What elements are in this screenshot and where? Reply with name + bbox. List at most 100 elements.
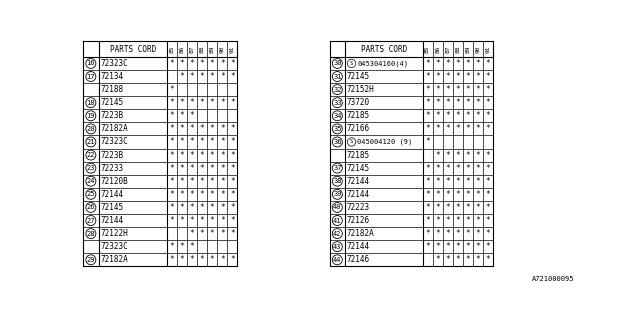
Text: *: *	[230, 98, 235, 107]
Text: *: *	[230, 255, 235, 264]
Text: 72145: 72145	[347, 164, 370, 173]
Text: *: *	[435, 164, 440, 173]
Text: *: *	[200, 216, 204, 225]
Text: 72323C: 72323C	[100, 242, 128, 251]
Text: *: *	[465, 85, 470, 94]
Text: *: *	[465, 72, 470, 81]
Text: 86: 86	[179, 45, 184, 53]
Text: *: *	[170, 177, 174, 186]
Text: *: *	[476, 190, 480, 199]
Text: 32: 32	[333, 87, 342, 92]
Text: *: *	[170, 138, 174, 147]
Text: 90: 90	[220, 45, 225, 53]
Text: *: *	[456, 216, 460, 225]
Text: *: *	[445, 72, 450, 81]
Text: *: *	[465, 255, 470, 264]
Text: *: *	[170, 190, 174, 199]
Text: *: *	[465, 216, 470, 225]
Text: 72323C: 72323C	[100, 59, 128, 68]
Text: *: *	[456, 150, 460, 160]
Text: 72120B: 72120B	[100, 177, 128, 186]
Text: *: *	[210, 59, 214, 68]
Text: *: *	[456, 85, 460, 94]
Text: *: *	[170, 242, 174, 251]
Text: 40: 40	[333, 204, 342, 211]
Text: *: *	[189, 203, 195, 212]
Text: *: *	[435, 150, 440, 160]
Text: *: *	[445, 190, 450, 199]
Text: *: *	[486, 190, 490, 199]
Text: *: *	[425, 216, 430, 225]
Text: *: *	[456, 229, 460, 238]
Text: *: *	[456, 242, 460, 251]
Text: *: *	[210, 255, 214, 264]
Text: *: *	[486, 85, 490, 94]
Text: 72145: 72145	[100, 203, 124, 212]
Text: *: *	[425, 124, 430, 133]
Text: 72188: 72188	[100, 85, 124, 94]
Text: *: *	[170, 150, 174, 160]
Text: 7223B: 7223B	[100, 150, 124, 160]
Text: *: *	[476, 229, 480, 238]
Text: *: *	[230, 203, 235, 212]
Text: *: *	[476, 255, 480, 264]
Text: *: *	[456, 72, 460, 81]
Text: *: *	[180, 111, 184, 120]
Text: *: *	[456, 124, 460, 133]
Text: S: S	[350, 140, 353, 144]
Text: *: *	[456, 98, 460, 107]
Text: *: *	[220, 216, 225, 225]
Text: *: *	[210, 164, 214, 173]
Text: *: *	[486, 177, 490, 186]
Text: 26: 26	[86, 204, 95, 211]
Text: 85: 85	[425, 45, 430, 53]
Text: 045304160(4): 045304160(4)	[357, 60, 408, 67]
Text: 72233: 72233	[100, 164, 124, 173]
Text: *: *	[170, 111, 174, 120]
Text: 23: 23	[86, 165, 95, 171]
Text: 73720: 73720	[347, 98, 370, 107]
Text: *: *	[465, 124, 470, 133]
Text: *: *	[210, 150, 214, 160]
Text: *: *	[220, 229, 225, 238]
Text: *: *	[425, 242, 430, 251]
Text: *: *	[210, 124, 214, 133]
Text: *: *	[170, 203, 174, 212]
Text: *: *	[210, 177, 214, 186]
Text: *: *	[210, 72, 214, 81]
Text: 24: 24	[86, 178, 95, 184]
Text: *: *	[189, 164, 195, 173]
Text: 72134: 72134	[100, 72, 124, 81]
Text: *: *	[486, 72, 490, 81]
Text: *: *	[486, 124, 490, 133]
Text: *: *	[200, 177, 204, 186]
Text: *: *	[189, 255, 195, 264]
Text: *: *	[220, 255, 225, 264]
Text: *: *	[230, 216, 235, 225]
Text: 89: 89	[210, 45, 214, 53]
Text: *: *	[200, 138, 204, 147]
Text: *: *	[220, 177, 225, 186]
Text: 21: 21	[86, 139, 95, 145]
Text: 72185: 72185	[347, 150, 370, 160]
Text: *: *	[180, 164, 184, 173]
Text: *: *	[189, 177, 195, 186]
Text: *: *	[189, 72, 195, 81]
Text: *: *	[189, 124, 195, 133]
Text: 89: 89	[465, 45, 470, 53]
Text: *: *	[465, 190, 470, 199]
Text: *: *	[180, 72, 184, 81]
Text: *: *	[435, 229, 440, 238]
Text: *: *	[486, 203, 490, 212]
Text: 36: 36	[333, 139, 342, 145]
Text: *: *	[445, 150, 450, 160]
Text: 43: 43	[333, 244, 342, 250]
Text: *: *	[189, 150, 195, 160]
Text: 38: 38	[333, 178, 342, 184]
Text: *: *	[486, 150, 490, 160]
Text: 42: 42	[333, 231, 342, 236]
Text: 72152H: 72152H	[347, 85, 374, 94]
Text: *: *	[435, 242, 440, 251]
Text: *: *	[465, 229, 470, 238]
Text: *: *	[435, 59, 440, 68]
